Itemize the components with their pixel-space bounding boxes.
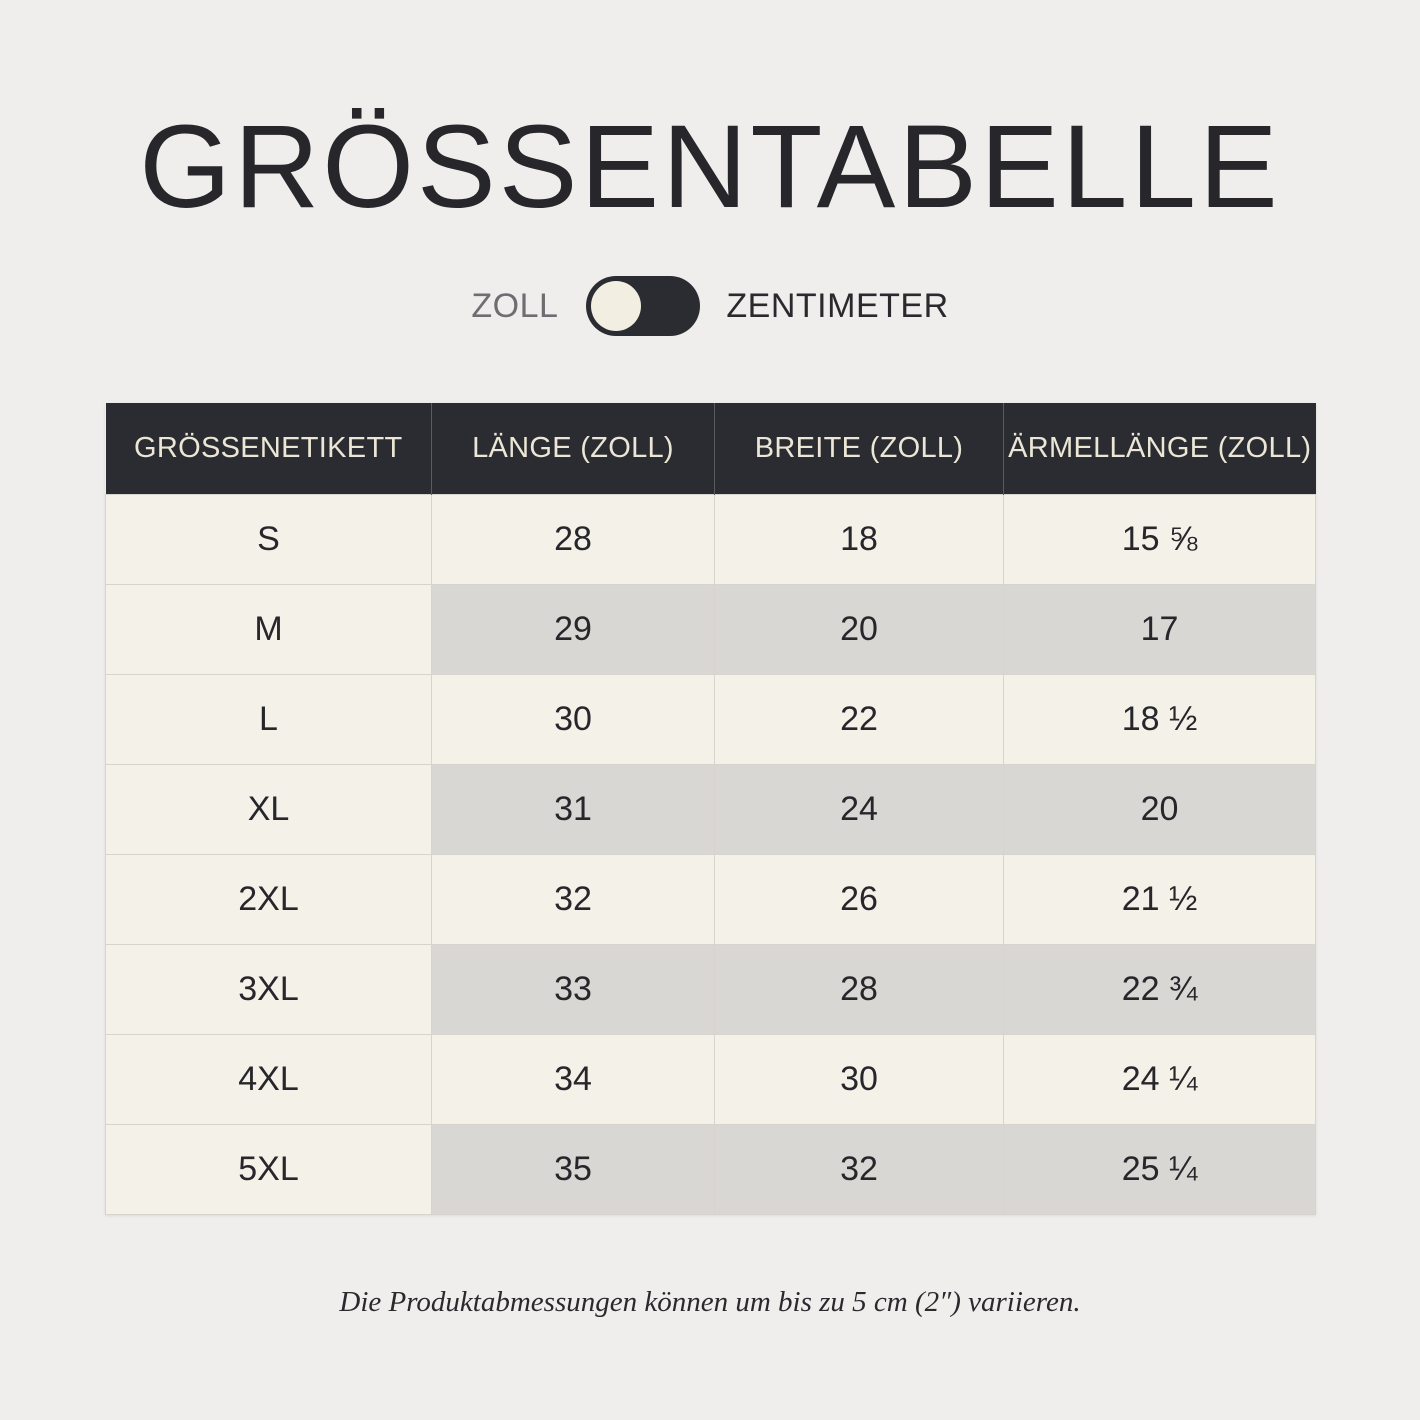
width-cell: 30 xyxy=(714,1034,1004,1125)
sleeve-length-cell: 20 xyxy=(1003,764,1316,855)
unit-label-zoll[interactable]: ZOLL xyxy=(471,287,559,325)
table-row: 3XL 33 28 22 ¾ xyxy=(105,944,1316,1035)
table-header-row: GRÖSSENETIKETT LÄNGE (ZOLL) BREITE (ZOLL… xyxy=(105,403,1316,495)
table-row: L 30 22 18 ½ xyxy=(105,674,1316,765)
size-label-cell: M xyxy=(105,584,432,675)
width-cell: 22 xyxy=(714,674,1004,765)
size-table: GRÖSSENETIKETT LÄNGE (ZOLL) BREITE (ZOLL… xyxy=(105,403,1316,1215)
width-cell: 28 xyxy=(714,944,1004,1035)
page-title: GRÖSSENTABELLE xyxy=(139,101,1281,233)
unit-label-zentimeter[interactable]: ZENTIMETER xyxy=(726,287,949,325)
switch-knob[interactable] xyxy=(591,281,642,331)
size-label-cell: 3XL xyxy=(105,944,432,1035)
table-row: 2XL 32 26 21 ½ xyxy=(105,854,1316,945)
length-cell: 33 xyxy=(431,944,715,1035)
width-cell: 18 xyxy=(714,494,1004,585)
table-row: S 28 18 15 ⅝ xyxy=(105,494,1316,585)
column-header-width: BREITE (ZOLL) xyxy=(714,403,1004,495)
table-row: XL 31 24 20 xyxy=(105,764,1316,855)
length-cell: 34 xyxy=(431,1034,715,1125)
length-cell: 30 xyxy=(431,674,715,765)
unit-toggle: ZOLL ZENTIMETER xyxy=(0,276,1420,336)
size-label-cell: 4XL xyxy=(105,1034,432,1125)
length-cell: 32 xyxy=(431,854,715,945)
sleeve-length-cell: 17 xyxy=(1003,584,1316,675)
sleeve-length-cell: 21 ½ xyxy=(1003,854,1316,945)
width-cell: 26 xyxy=(714,854,1004,945)
sleeve-length-cell: 24 ¼ xyxy=(1003,1034,1316,1125)
size-label-cell: 2XL xyxy=(105,854,432,945)
sleeve-length-cell: 25 ¼ xyxy=(1003,1124,1316,1215)
column-header-length: LÄNGE (ZOLL) xyxy=(431,403,715,495)
size-label-cell: 5XL xyxy=(105,1124,432,1215)
width-cell: 24 xyxy=(714,764,1004,855)
table-row: 4XL 34 30 24 ¼ xyxy=(105,1034,1316,1125)
sleeve-length-cell: 18 ½ xyxy=(1003,674,1316,765)
size-label-cell: XL xyxy=(105,764,432,855)
width-cell: 32 xyxy=(714,1124,1004,1215)
width-cell: 20 xyxy=(714,584,1004,675)
sleeve-length-cell: 15 ⅝ xyxy=(1003,494,1316,585)
column-header-size-label: GRÖSSENETIKETT xyxy=(105,403,432,495)
table-row: 5XL 35 32 25 ¼ xyxy=(105,1124,1316,1215)
length-cell: 31 xyxy=(431,764,715,855)
size-label-cell: S xyxy=(105,494,432,585)
measurement-note: Die Produktabmessungen können um bis zu … xyxy=(339,1286,1081,1318)
unit-switch[interactable] xyxy=(586,276,701,336)
length-cell: 29 xyxy=(431,584,715,675)
length-cell: 35 xyxy=(431,1124,715,1215)
sleeve-length-cell: 22 ¾ xyxy=(1003,944,1316,1035)
size-label-cell: L xyxy=(105,674,432,765)
column-header-sleeve-length: ÄRMELLÄNGE (ZOLL) xyxy=(1003,403,1316,495)
length-cell: 28 xyxy=(431,494,715,585)
table-row: M 29 20 17 xyxy=(105,584,1316,675)
